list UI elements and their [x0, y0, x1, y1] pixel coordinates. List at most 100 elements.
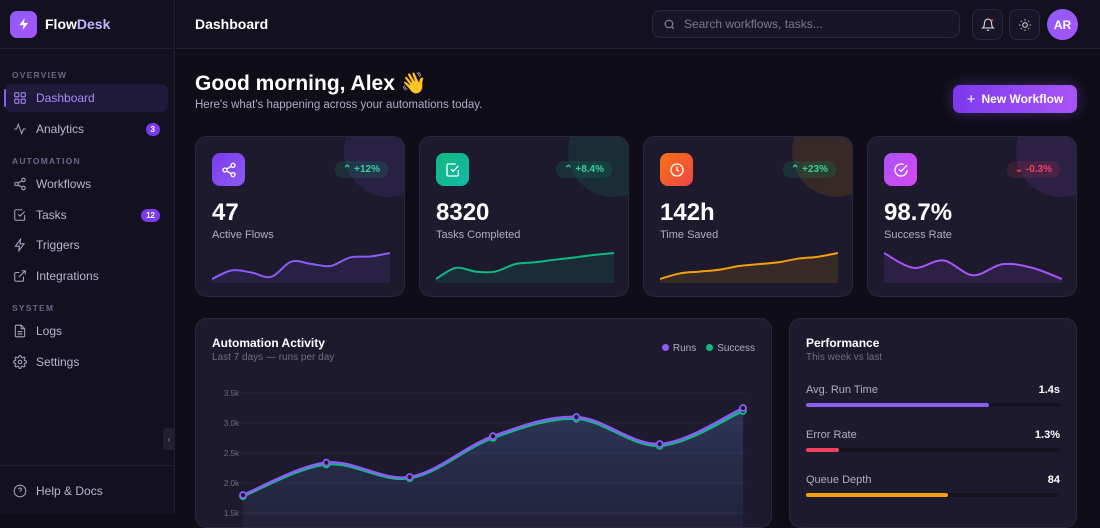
sidebar-item-label: Triggers: [36, 238, 80, 252]
metric-label: Avg. Run Time: [806, 384, 878, 396]
brand-name: FlowDesk: [45, 16, 111, 32]
metric-error-rate: Error Rate 1.3%: [806, 429, 1060, 452]
count-badge: 12: [141, 208, 160, 222]
performance-panel: Performance This week vs last Avg. Run T…: [789, 318, 1077, 528]
sparkline: [212, 252, 390, 283]
stat-label: Active Flows: [212, 229, 274, 241]
sidebar-item-label: Integrations: [36, 269, 99, 283]
stat-card-tasks-completed[interactable]: ⌃ +8.4% 8320 Tasks Completed: [419, 136, 629, 297]
grid-icon: [14, 92, 26, 104]
check-square-icon: [14, 209, 26, 221]
activity-title: Automation Activity: [212, 336, 325, 350]
sidebar-item-analytics[interactable]: Analytics 3: [5, 115, 168, 143]
metric-queue-depth: Queue Depth 84: [806, 474, 1060, 497]
sidebar-item-label: Workflows: [36, 177, 92, 191]
stat-label: Time Saved: [660, 229, 719, 241]
progress-track: [806, 448, 1060, 452]
bell-icon: [980, 18, 995, 31]
sparkline-line: [884, 252, 1062, 280]
sidebar-item-label: Logs: [36, 324, 63, 338]
sidebar: FlowDesk OVERVIEW AUTOMATION SYSTEM Dash…: [0, 0, 175, 514]
chevron-up-icon: ⌃: [564, 164, 573, 175]
progress-fill: [806, 403, 989, 407]
sparkline-area: [212, 253, 390, 283]
section-overview: OVERVIEW: [12, 70, 68, 80]
help-circle-icon: [13, 484, 27, 498]
sidebar-item-logs[interactable]: Logs: [5, 317, 168, 345]
stat-card-active-flows[interactable]: ⌃ +12% 47 Active Flows: [195, 136, 405, 297]
search-input[interactable]: [684, 17, 944, 31]
sidebar-item-label: Settings: [36, 355, 80, 369]
new-workflow-label: New Workflow: [981, 92, 1064, 106]
sidebar-item-label: Analytics: [36, 122, 85, 136]
chevron-up-icon: ⌃: [342, 164, 352, 175]
search-icon: [664, 19, 675, 29]
trend-badge: ⌃ +23%: [782, 161, 836, 178]
data-point-runs: [739, 404, 747, 412]
y-tick-label: 2.5k: [224, 449, 240, 458]
help-label: Help & Docs: [36, 484, 103, 498]
progress-fill: [806, 493, 949, 497]
bolt-icon: [14, 238, 26, 252]
sparkline: [660, 252, 838, 283]
y-tick-label: 3.5k: [224, 389, 240, 398]
page-title: Dashboard: [195, 16, 269, 32]
sidebar-item-tasks[interactable]: Tasks 12: [5, 201, 168, 229]
data-point-runs: [239, 491, 247, 499]
check-circle-icon: [884, 153, 917, 186]
legend-runs: Runs: [662, 343, 696, 354]
sidebar-item-integrations[interactable]: Integrations: [5, 262, 168, 290]
progress-track: [806, 493, 1060, 497]
progress-track: [806, 403, 1060, 407]
chevron-down-icon: ⌄: [1014, 164, 1024, 175]
top-header: Dashboard AR: [176, 0, 1100, 49]
sparkline-line: [436, 252, 614, 280]
external-link-icon: [14, 270, 26, 282]
y-tick-label: 2.0k: [224, 479, 240, 488]
help-docs-link[interactable]: Help & Docs: [0, 465, 175, 514]
metric-label: Queue Depth: [806, 474, 872, 486]
sidebar-item-triggers[interactable]: Triggers: [5, 231, 168, 259]
metric-label: Error Rate: [806, 429, 857, 441]
brand[interactable]: FlowDesk: [0, 0, 174, 49]
sparkline-area: [660, 253, 838, 283]
sparkline-line: [212, 252, 390, 280]
metric-value: 1.4s: [1038, 384, 1060, 396]
y-tick-label: 3.0k: [224, 419, 240, 428]
gear-icon: [13, 355, 27, 369]
legend-success: Success: [706, 343, 755, 354]
sidebar-item-dashboard[interactable]: Dashboard: [4, 84, 168, 112]
sidebar-item-settings[interactable]: Settings: [5, 348, 168, 376]
stat-card-success-rate[interactable]: ⌄ -0.3% 98.7% Success Rate: [867, 136, 1077, 297]
chart-legend: Runs Success: [662, 343, 755, 354]
count-badge: 3: [145, 122, 160, 136]
section-system: SYSTEM: [12, 303, 55, 313]
sparkline: [884, 252, 1062, 283]
notifications-button[interactable]: [972, 9, 1003, 40]
bolt-logo-icon: [10, 10, 37, 38]
collapse-sidebar-button[interactable]: ‹: [163, 428, 175, 450]
new-workflow-button[interactable]: + New Workflow: [953, 85, 1077, 113]
section-automation: AUTOMATION: [12, 156, 81, 166]
data-point-runs: [655, 440, 664, 448]
clock-icon: [660, 153, 693, 186]
activity-icon: [14, 122, 26, 136]
data-point-runs: [489, 432, 497, 441]
search-box[interactable]: [652, 10, 960, 38]
stat-value: 47: [212, 199, 239, 226]
file-icon: [14, 324, 26, 338]
stat-card-time-saved[interactable]: ⌃ +23% 142h Time Saved: [643, 136, 853, 297]
sidebar-item-workflows[interactable]: Workflows: [5, 170, 168, 198]
data-point-runs: [405, 473, 414, 481]
metric-value: 84: [1047, 474, 1060, 486]
user-avatar[interactable]: AR: [1047, 9, 1078, 40]
share-icon: [14, 177, 26, 191]
performance-title: Performance: [806, 336, 880, 350]
plus-icon: +: [966, 90, 976, 108]
theme-toggle-button[interactable]: [1009, 9, 1040, 40]
sun-icon: [1018, 18, 1031, 31]
activity-line-chart: 1.5k2.0k2.5k3.0k3.5k: [224, 389, 747, 527]
sidebar-item-label: Dashboard: [36, 91, 95, 105]
automation-activity-panel: Automation Activity Last 7 days — runs p…: [195, 318, 772, 528]
sparkline-line: [660, 252, 838, 280]
